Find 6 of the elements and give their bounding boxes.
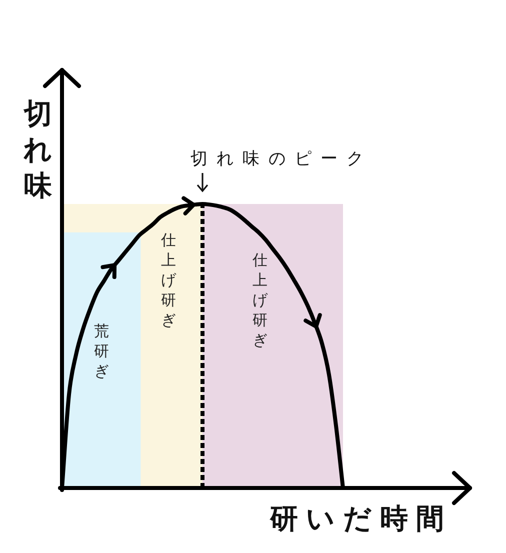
annotation: 仕上げ研ぎ: [252, 251, 268, 349]
annotation: 仕上げ研ぎ: [161, 231, 176, 329]
ylabel: 切れ味: [24, 97, 52, 202]
annotation: 切れ味のピーク: [190, 149, 372, 169]
annotation: 荒研ぎ: [94, 322, 109, 380]
xlabel: 研いだ時間: [270, 502, 452, 535]
